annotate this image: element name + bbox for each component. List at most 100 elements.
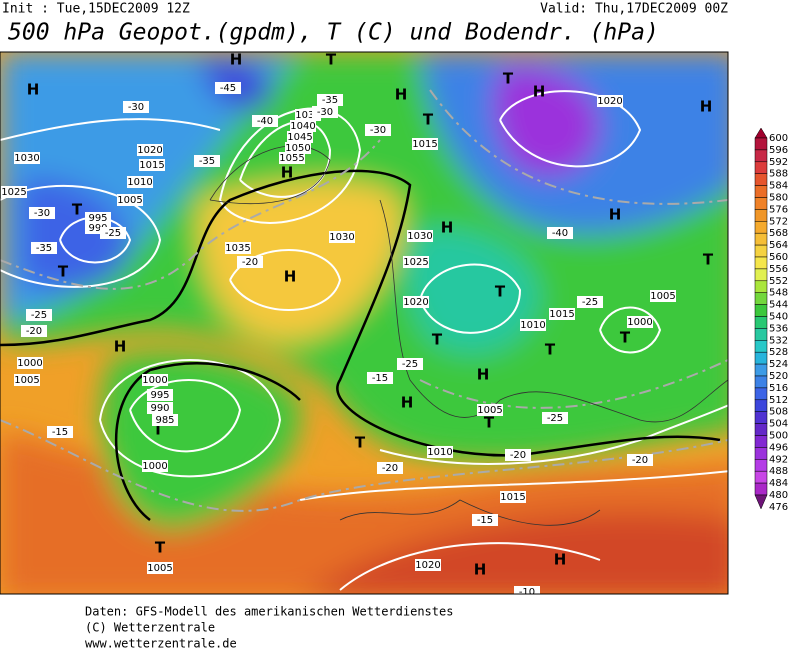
colorbar-label: 600 (769, 133, 788, 144)
contour-label: -20 (382, 463, 398, 474)
colorbar-cell (754, 340, 768, 353)
colorbar-cell (754, 470, 768, 484)
label-box (225, 242, 251, 254)
pressure-center: H (441, 219, 454, 237)
colorbar-cell (754, 387, 768, 401)
label-box (147, 389, 173, 401)
label-box (377, 462, 403, 474)
colorbar-label: 536 (769, 323, 788, 334)
label-box (14, 152, 40, 164)
label-box (367, 372, 393, 384)
pressure-center: T (503, 70, 514, 88)
colorbar-label: 532 (769, 335, 788, 346)
colorbar-cell (754, 149, 768, 163)
label-box (252, 115, 278, 127)
label-box (403, 296, 429, 308)
contour-label: 990 (88, 223, 107, 234)
colorbar-label: 584 (769, 181, 788, 192)
colorbar-cell (754, 161, 768, 174)
label-box (650, 290, 676, 302)
coastlines (209, 145, 728, 526)
contour-label: 1000 (142, 461, 167, 472)
label-box (194, 155, 220, 167)
colorbar-cell (754, 256, 768, 270)
contour-label: 1030 (329, 232, 354, 243)
label-box (85, 212, 111, 224)
colorbar-label: 564 (769, 240, 788, 251)
contour-label: 1005 (147, 563, 172, 574)
pressure-center: H (609, 206, 622, 224)
colorbar-label: 588 (769, 169, 788, 180)
colorbar-cell (754, 328, 768, 341)
pressure-center: T (423, 111, 434, 129)
isotherms (0, 89, 728, 512)
colorbar-cell (754, 447, 768, 460)
label-box (137, 144, 163, 156)
colorbar-cell (754, 411, 768, 424)
label-box (215, 82, 241, 94)
contour-label: 1020 (415, 560, 440, 571)
contour-label: 990 (150, 403, 169, 414)
footer-line: Daten: GFS-Modell des amerikanischen Wet… (85, 605, 453, 619)
label-box (29, 207, 55, 219)
contour-label: -35 (322, 95, 338, 106)
contour-label: -35 (199, 156, 215, 167)
label-box (542, 412, 568, 424)
colorbar-label: 476 (769, 502, 788, 513)
pressure-center: T (58, 263, 69, 281)
map-frame (0, 51, 729, 595)
colorbar-cell (754, 494, 768, 510)
colorbar-cell (754, 316, 768, 329)
colorbar-cell (754, 292, 768, 305)
pressure-center: H (230, 51, 243, 69)
pressure-center: H (700, 98, 713, 116)
colorbar-cell (754, 459, 768, 472)
label-box (17, 357, 43, 369)
label-box (547, 227, 573, 239)
label-box (117, 194, 143, 206)
contour-label: -20 (26, 326, 42, 337)
contour-label: 995 (88, 213, 107, 224)
contour-label: 1045 (287, 132, 312, 143)
label-box (472, 514, 498, 526)
pressure-center: T (495, 283, 506, 301)
contour-label: 985 (155, 415, 174, 426)
label-box (577, 296, 603, 308)
label-box (365, 124, 391, 136)
label-box (123, 101, 149, 113)
contour-label: 1020 (597, 96, 622, 107)
contour-label: -30 (34, 208, 50, 219)
colorbar-cell (754, 185, 768, 198)
contour-label: -15 (372, 373, 388, 384)
colorbar-label: 516 (769, 383, 788, 394)
colorbar-label: 580 (769, 193, 788, 204)
contour-label: 1015 (412, 139, 437, 150)
colorbar-label: 540 (769, 312, 788, 323)
contour-label: -45 (220, 83, 236, 94)
contour-label: 1015 (139, 160, 164, 171)
colorbar-cell (754, 173, 768, 186)
contour-label: -25 (547, 413, 563, 424)
label-box (287, 131, 313, 143)
contour-label: 995 (150, 390, 169, 401)
contour-label: 1030 (14, 153, 39, 164)
contour-label: -40 (257, 116, 273, 127)
contour-label: 1055 (279, 153, 304, 164)
colorbar-cell (754, 304, 768, 317)
contour-label: 1000 (627, 317, 652, 328)
label-box (147, 562, 173, 574)
colorbar-cell (754, 232, 768, 246)
colorbar-label: 508 (769, 407, 788, 418)
contour-label: 1050 (285, 143, 310, 154)
colorbar-label: 572 (769, 216, 788, 227)
pressure-center: H (284, 268, 297, 286)
label-box (279, 152, 305, 164)
pressure-center: H (401, 394, 414, 412)
colorbar-cell (754, 197, 768, 210)
contour-label: 1010 (127, 177, 152, 188)
label-box (285, 142, 311, 154)
label-box (500, 491, 526, 503)
label-box (415, 559, 441, 571)
colorbar-cell (754, 127, 768, 139)
colorbar-label: 528 (769, 347, 788, 358)
